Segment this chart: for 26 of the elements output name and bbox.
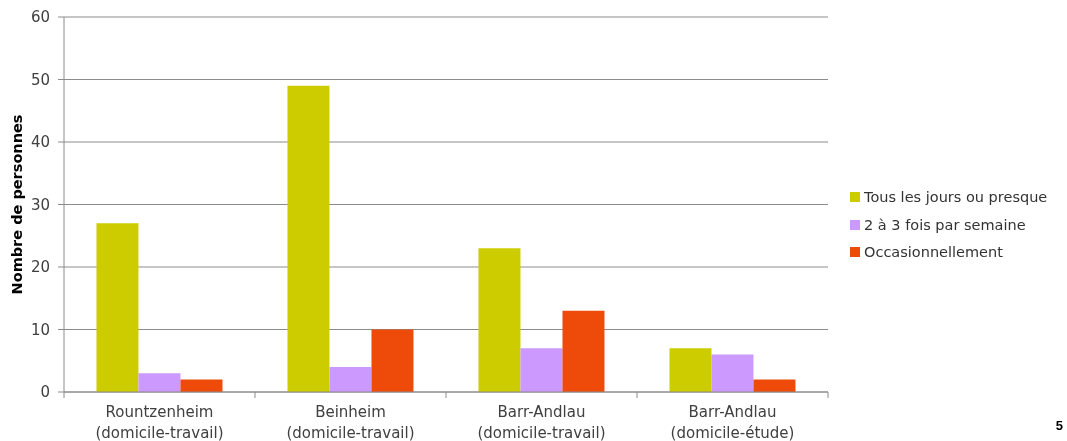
legend-label: Occasionnellement: [864, 244, 1003, 260]
bar: [711, 354, 754, 392]
x-tick-label: Beinheim (domicile-travail): [286, 403, 415, 441]
bar: [329, 367, 372, 392]
bar: [478, 248, 521, 392]
text: 5: [1055, 418, 1063, 433]
x-tick-label: Barr-Andlau (domicile-étude): [670, 403, 795, 441]
x-tick-label: Rountzenheim (domicile-travail): [95, 403, 224, 441]
legend-label: 2 à 3 fois par semaine: [864, 216, 1026, 233]
y-tick-label: 10: [30, 320, 50, 339]
y-tick-label: 60: [30, 8, 50, 27]
y-tick-label: 0: [40, 383, 50, 402]
bar: [138, 373, 181, 392]
y-tick-label: 40: [30, 133, 50, 152]
legend-label: Tous les jours ou presque: [864, 189, 1048, 205]
y-axis-title: Nombre de personnes: [9, 114, 25, 295]
x-tick-label: Barr-Andlau (domicile-travail): [477, 403, 606, 441]
bar: [520, 348, 563, 392]
y-tick-label: 20: [30, 258, 50, 277]
bar: [96, 223, 139, 392]
bar: [669, 348, 712, 392]
y-tick-label: 50: [30, 70, 50, 89]
bar: [371, 329, 414, 392]
y-tick-label: 30: [30, 195, 50, 214]
bar: [287, 85, 330, 392]
bar: [562, 310, 605, 392]
